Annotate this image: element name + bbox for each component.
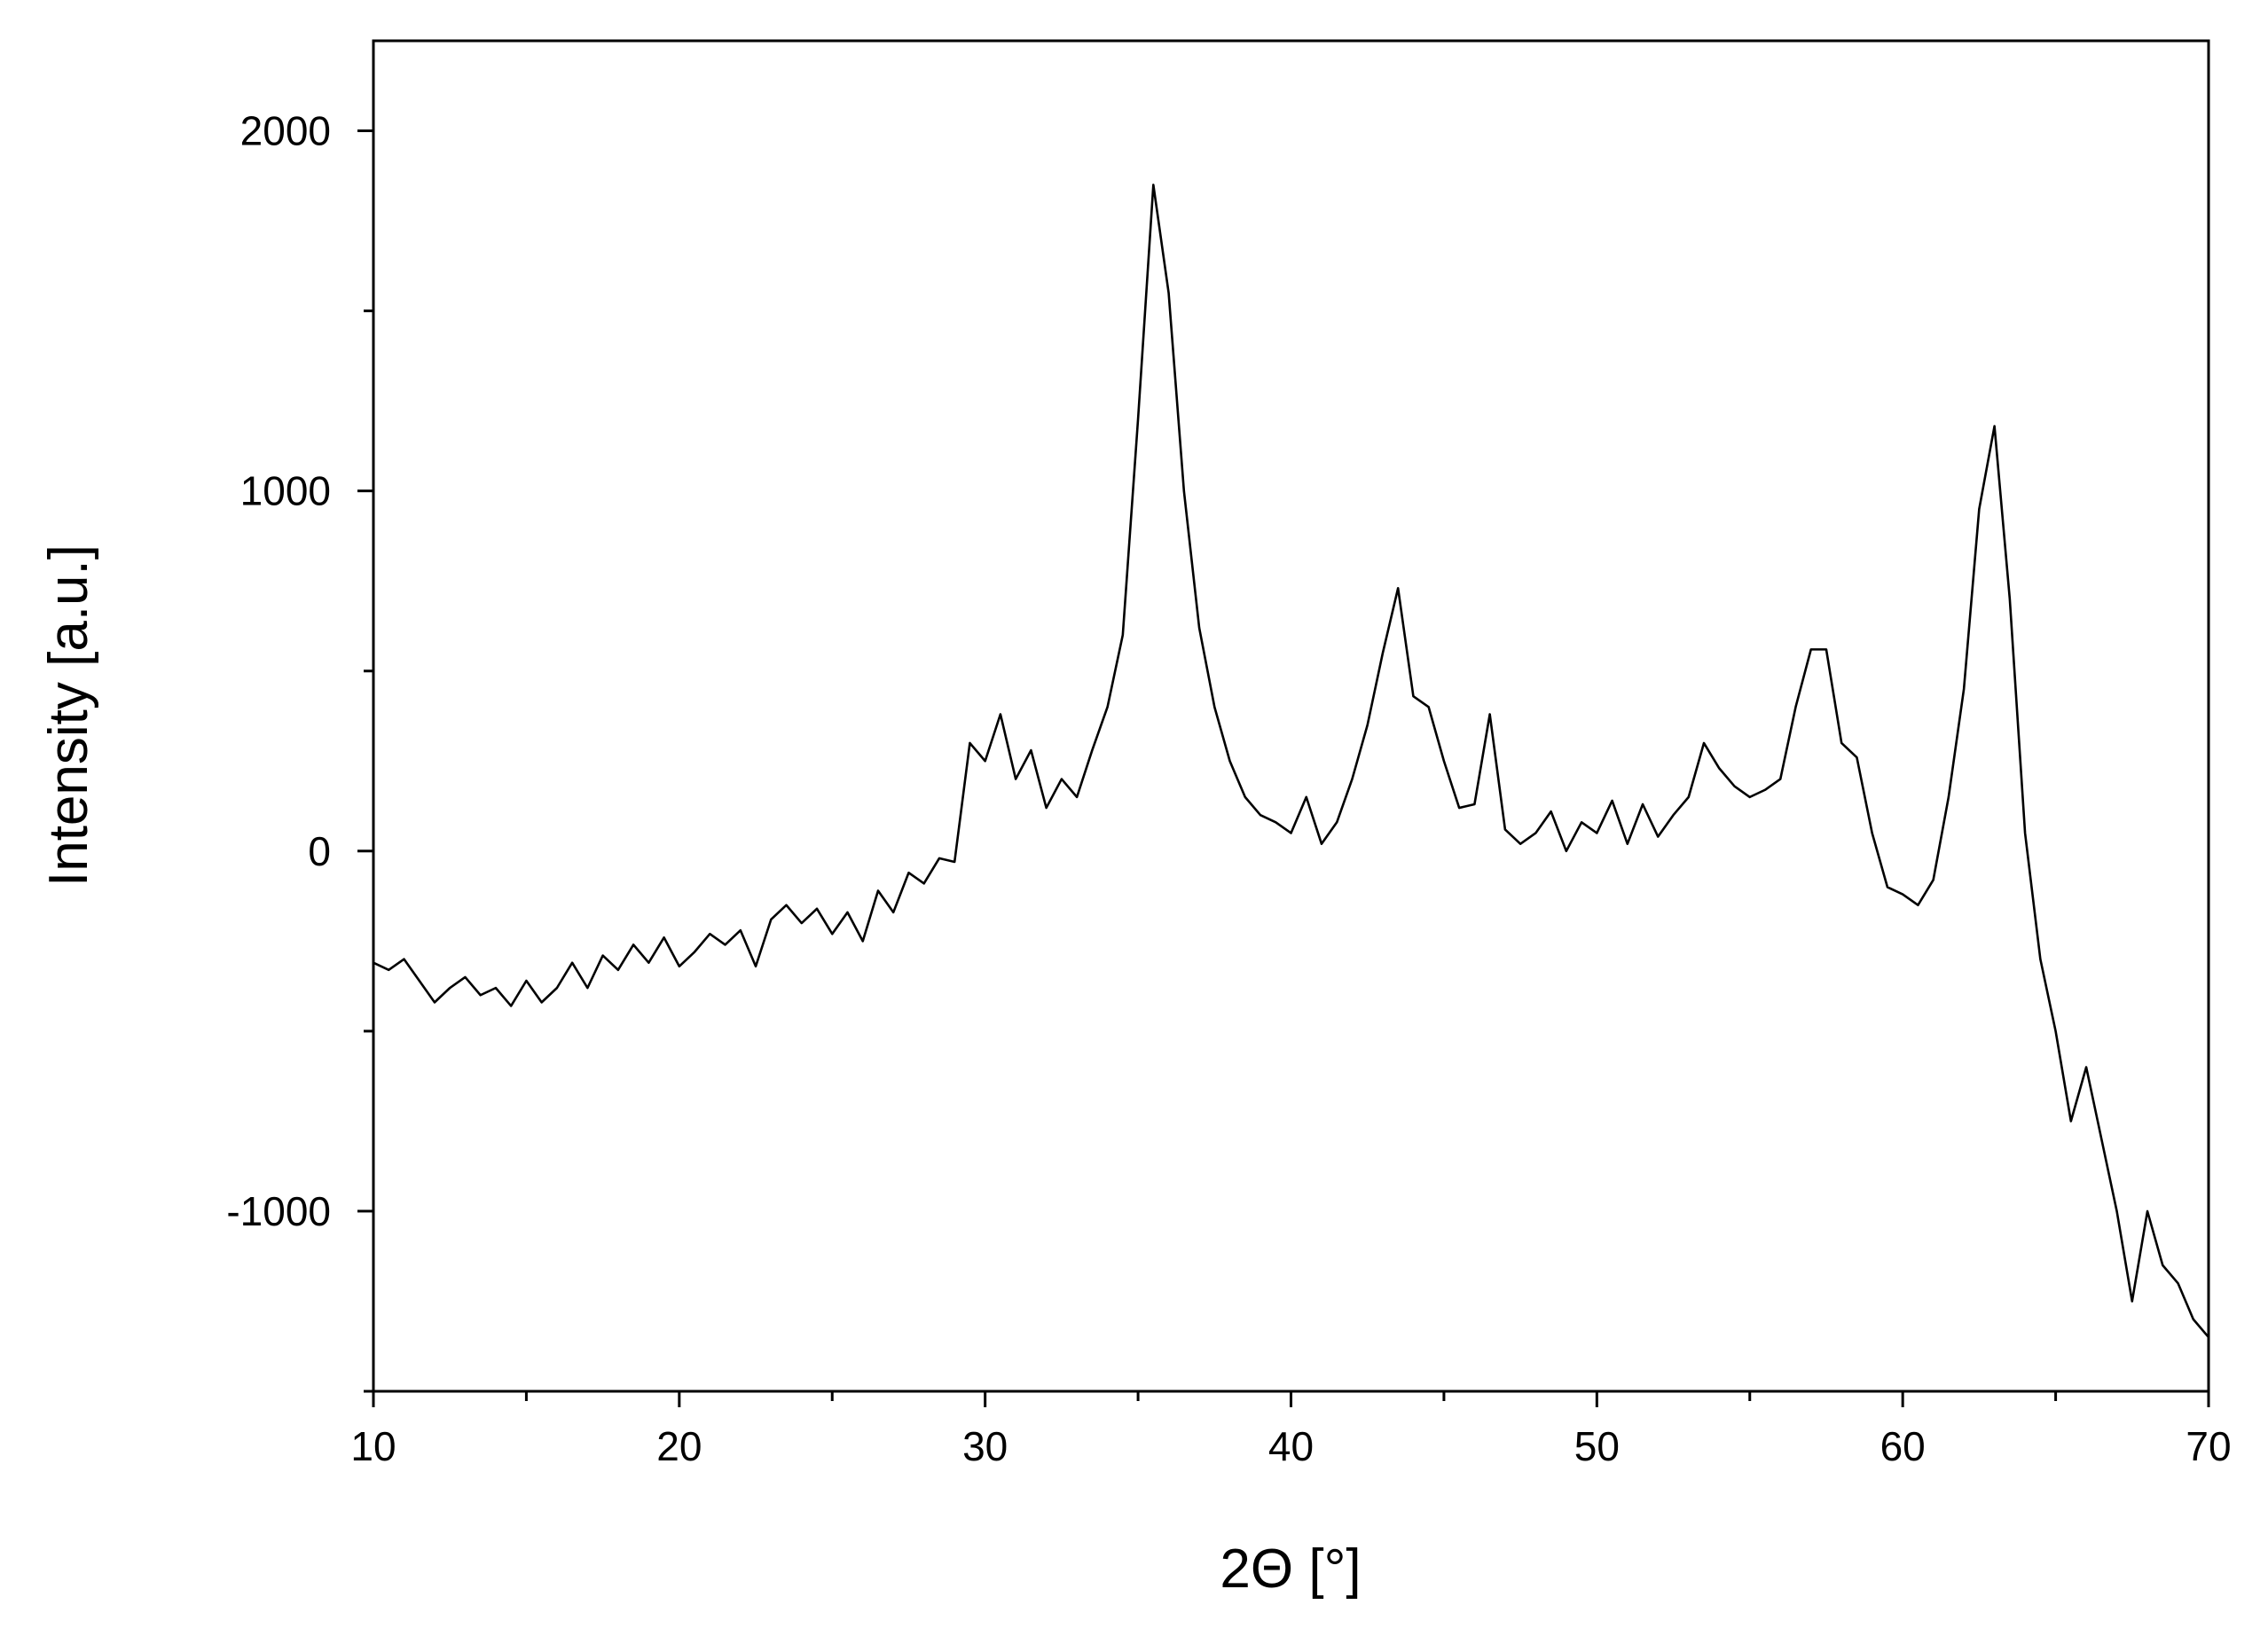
x-tick-label: 60	[1880, 1423, 1926, 1469]
y-axis-title: Intensity [a.u.]	[38, 544, 99, 887]
x-tick-label: 20	[656, 1423, 702, 1469]
x-tick-label: 70	[2186, 1423, 2231, 1469]
y-tick-label: -1000	[226, 1188, 331, 1234]
x-tick-label: 50	[1574, 1423, 1620, 1469]
data-line	[373, 184, 2209, 1338]
x-tick-label: 10	[350, 1423, 396, 1469]
x-tick-label: 30	[962, 1423, 1008, 1469]
y-tick-label: 2000	[240, 108, 331, 154]
x-axis-title: 2Θ [°]	[1220, 1538, 1361, 1600]
y-tick-label: 0	[308, 828, 331, 874]
plot-frame	[372, 39, 2210, 1393]
x-tick-label: 40	[1268, 1423, 1314, 1469]
y-tick-label: 1000	[240, 468, 331, 514]
